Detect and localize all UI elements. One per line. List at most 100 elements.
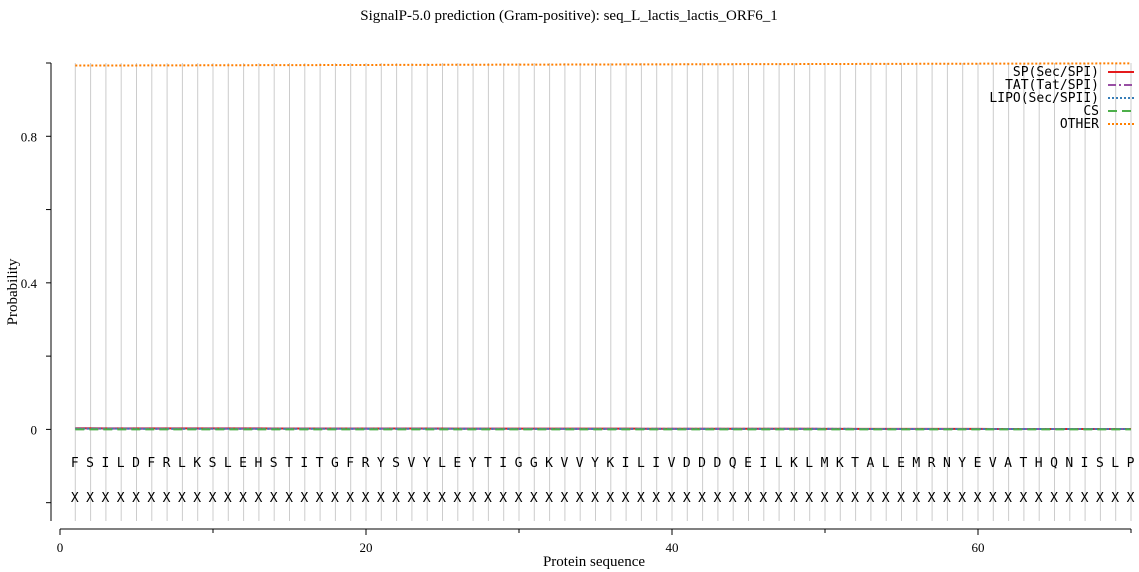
annotation-mark: X (866, 491, 874, 506)
sequence-residue: L (1111, 456, 1119, 471)
annotation-mark: X (163, 491, 171, 506)
sequence-residue: Y (958, 456, 966, 471)
sequence-residue: T (851, 456, 859, 471)
sequence-residue: D (132, 456, 140, 471)
sequence-residue: F (147, 456, 155, 471)
series-lines (75, 62, 1132, 431)
sequence-residue: Q (1050, 456, 1058, 471)
annotation-mark: X (637, 491, 645, 506)
sequence-residue: T (1019, 456, 1027, 471)
annotation-mark: X (1096, 491, 1104, 506)
annotation-mark: X (560, 491, 568, 506)
annotation-mark: X (591, 491, 599, 506)
annotation-mark: X (270, 491, 278, 506)
legend-label: OTHER (1060, 117, 1099, 132)
y-axis-label: Probability (5, 258, 21, 325)
sequence-residue: Q (729, 456, 737, 471)
legend-label: CS (1083, 104, 1099, 119)
annotation-mark: X (729, 491, 737, 506)
annotation-mark: X (484, 491, 492, 506)
annotation-mark: X (346, 491, 354, 506)
axis-ticks: 0 0.4 0.8 0 20 40 60 (21, 62, 1132, 555)
x-tick-label: 20 (360, 540, 373, 555)
annotation-mark: X (499, 491, 507, 506)
y-tick-label: 0.4 (21, 276, 38, 291)
sequence-residue: Y (377, 456, 385, 471)
annotation-mark: X (1050, 491, 1058, 506)
sequence-residue: Y (591, 456, 599, 471)
sequence-residue: Y (469, 456, 477, 471)
annotation-mark: X (285, 491, 293, 506)
annotation-mark: X (713, 491, 721, 506)
annotation-mark: X (469, 491, 477, 506)
sequence-residue: K (790, 456, 798, 471)
annotation-mark: X (438, 491, 446, 506)
annotation-mark: X (989, 491, 997, 506)
grid-lines (74, 63, 1132, 521)
sequence-residue: N (1065, 456, 1073, 471)
annotation-mark: X (897, 491, 905, 506)
annotation-mark: X (805, 491, 813, 506)
sequence-residue: I (759, 456, 767, 471)
sequence-residue: E (239, 456, 247, 471)
sequence-residue: T (484, 456, 492, 471)
legend-label: LIPO(Sec/SPII) (989, 91, 1099, 106)
annotation-mark: X (423, 491, 431, 506)
annotation-mark: X (790, 491, 798, 506)
sequence-residue: V (668, 456, 676, 471)
annotation-mark: X (316, 491, 324, 506)
annotation-mark: X (851, 491, 859, 506)
annotation-mark: X (224, 491, 232, 506)
annotation-mark: X (775, 491, 783, 506)
legend: SP(Sec/SPI)TAT(Tat/SPI)LIPO(Sec/SPII)CSO… (989, 65, 1134, 132)
sequence-residue: V (407, 456, 415, 471)
annotation-mark: X (1019, 491, 1027, 506)
sequence-residue: K (545, 456, 553, 471)
sequence-residue: V (989, 456, 997, 471)
annotation-mark: X (1111, 491, 1119, 506)
sequence-residue: H (1035, 456, 1043, 471)
annotation-mark: X (668, 491, 676, 506)
annotation-mark: X (515, 491, 523, 506)
annotation-mark: X (882, 491, 890, 506)
annotation-mark: X (759, 491, 767, 506)
annotation-mark: X (1035, 491, 1043, 506)
annotation-mark: X (958, 491, 966, 506)
series-line (75, 62, 1132, 67)
sequence-residue: G (515, 456, 523, 471)
annotation-mark: X (362, 491, 370, 506)
y-tick-label: 0 (31, 422, 38, 437)
sequence-residue: K (193, 456, 201, 471)
annotation-mark: X (576, 491, 584, 506)
sequence-residue: E (453, 456, 461, 471)
annotation-mark: X (530, 491, 538, 506)
sequence-residue: K (836, 456, 844, 471)
annotation-mark: X (117, 491, 125, 506)
sequence-residue: R (928, 456, 936, 471)
sequence-residue: M (821, 456, 829, 471)
sequence-residue: I (101, 456, 109, 471)
chart-title: SignalP-5.0 prediction (Gram-positive): … (360, 8, 777, 24)
sequence-residue: S (86, 456, 94, 471)
sequence-residue: I (1081, 456, 1089, 471)
sequence-residue: T (316, 456, 324, 471)
sequence-residue: F (71, 456, 79, 471)
annotation-mark: X (943, 491, 951, 506)
sequence-residue: S (1096, 456, 1104, 471)
sequence-residue: E (897, 456, 905, 471)
sequence-residue: L (178, 456, 186, 471)
sequence-residue: L (637, 456, 645, 471)
sequence-residue: S (270, 456, 278, 471)
annotation-mark: X (912, 491, 920, 506)
annotation-mark: X (331, 491, 339, 506)
annotation-mark: X (453, 491, 461, 506)
sequence-residue: D (698, 456, 706, 471)
axes (50, 63, 1131, 530)
sequence-residue: E (744, 456, 752, 471)
annotation-mark: X (377, 491, 385, 506)
annotation-mark: X (622, 491, 630, 506)
annotation-mark: X (974, 491, 982, 506)
sequence-residue: T (285, 456, 293, 471)
